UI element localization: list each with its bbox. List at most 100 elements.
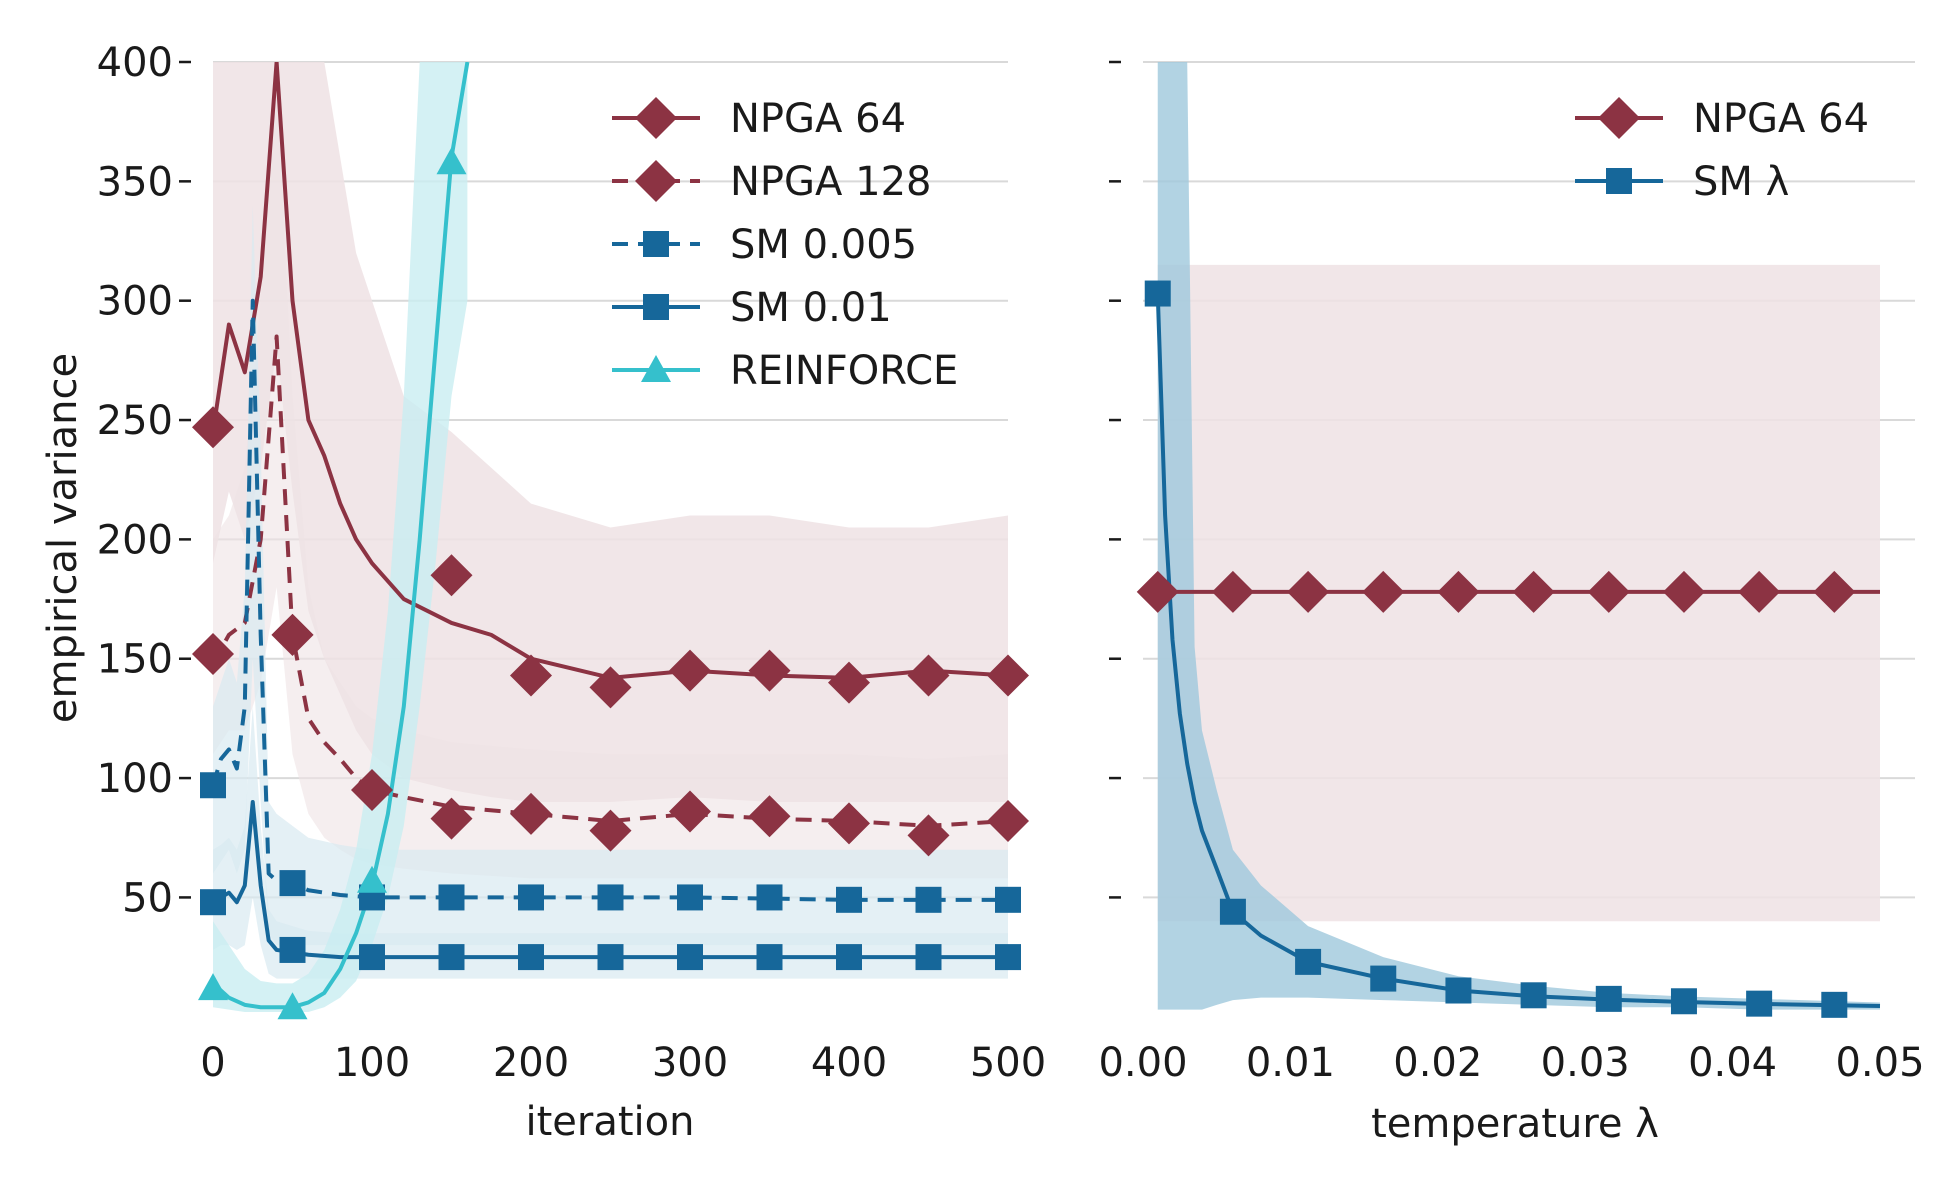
sm-marker — [1144, 280, 1171, 307]
y-tick-label: 150 — [97, 637, 173, 683]
sm-0-005-marker — [677, 884, 703, 911]
y-tick-label: 200 — [97, 517, 173, 563]
sm-0-005-marker — [756, 884, 783, 911]
sm-marker — [1445, 977, 1472, 1004]
right-panel: 0.00 0.01 0.02 0.03 0.04 0.05 temperature λ N… — [1098, 60, 1925, 1147]
sm-0-005-marker — [518, 884, 544, 911]
legend-marker-npga-128 — [635, 160, 677, 202]
left-panel: 50 100 150 200 250 300 350 400 0 100 200 300 400 500… — [40, 40, 1046, 1145]
npga-128-marker — [987, 800, 1029, 843]
sm-0-005-marker — [597, 884, 624, 911]
x-tick-label: 0.01 — [1246, 1040, 1335, 1086]
sm-0-01-marker — [597, 944, 624, 971]
sm-0-005-marker — [995, 886, 1021, 913]
npga-64-marker — [510, 654, 552, 697]
sm-0-01-marker — [915, 944, 942, 971]
y-tick-label: 350 — [97, 159, 173, 205]
npga-64-marker — [589, 666, 632, 709]
left-y-ticks: 50 100 150 200 250 300 350 400 — [97, 40, 191, 921]
x-tick-label: 0 — [200, 1040, 225, 1086]
sm-0-005-marker — [438, 884, 465, 911]
y-tick-label: 300 — [97, 279, 173, 325]
reinforce-marker — [357, 865, 387, 893]
legend-label-sm-0-01: SM 0.01 — [730, 285, 892, 331]
legend-marker-sm-0-01 — [643, 294, 669, 320]
x-tick-label: 100 — [334, 1040, 410, 1086]
npga-128-marker — [907, 814, 950, 857]
legend-marker-reinforce — [641, 355, 671, 382]
legend-marker-sm-0-005 — [643, 231, 669, 257]
sm-0-01-marker — [518, 944, 544, 971]
right-markers — [1136, 280, 1856, 1018]
x-tick-label: 0.05 — [1835, 1040, 1924, 1086]
legend-label-npga-64: NPGA 64 — [1693, 96, 1869, 142]
x-tick-label: 0.00 — [1098, 1040, 1187, 1086]
sm-0-005-marker — [200, 772, 226, 799]
legend-marker-npga-64 — [1598, 97, 1640, 139]
npga-64-marker — [1211, 570, 1254, 613]
npga-128-marker — [589, 809, 632, 852]
npga-64-marker — [192, 406, 234, 449]
sm-0-01-marker — [995, 944, 1021, 971]
reinforce-band — [213, 62, 468, 1012]
reinforce-marker — [436, 147, 467, 175]
npga-128-marker — [748, 795, 791, 838]
npga-64-marker — [1512, 570, 1555, 613]
npga-64-marker — [828, 661, 870, 704]
left-legend: NPGA 64 NPGA 128 SM 0.005 SM 0.01 REINFORCE — [612, 96, 958, 394]
npga-64-marker — [1437, 570, 1480, 613]
legend-marker-npga-64 — [635, 97, 677, 139]
left-x-ticks: 0 100 200 300 400 500 — [200, 1040, 1046, 1086]
npga-64-marker — [430, 554, 473, 597]
sm-marker — [1295, 948, 1322, 975]
npga-128-marker — [430, 797, 473, 840]
npga-64-marker — [748, 649, 791, 692]
right-legend: NPGA 64 SM λ — [1575, 96, 1869, 205]
npga-64-marker — [1362, 570, 1405, 613]
legend-label-reinforce: REINFORCE — [730, 348, 958, 394]
left-x-axis-title: iteration — [526, 1099, 695, 1145]
sm-0-01-marker — [836, 944, 862, 971]
legend-label-npga-128: NPGA 128 — [730, 159, 931, 205]
x-tick-label: 0.03 — [1541, 1040, 1630, 1086]
sm-marker — [1821, 991, 1848, 1018]
sm-marker — [1670, 988, 1697, 1015]
sm-0-01-marker — [438, 944, 465, 971]
npga-128-marker — [192, 632, 234, 675]
sm-marker — [1520, 982, 1547, 1009]
npga-128-marker — [669, 790, 711, 833]
sm-0-005-marker — [915, 886, 942, 913]
npga-128-marker — [351, 769, 393, 812]
reinforce-marker — [198, 973, 228, 1001]
sm-marker — [1595, 985, 1622, 1012]
sm-marker — [1370, 965, 1397, 992]
npga-128-marker — [510, 792, 552, 835]
sm-0-01-marker — [200, 889, 226, 916]
sm-marker — [1746, 990, 1773, 1017]
npga-128-marker — [828, 802, 870, 845]
sm-0-01-marker — [279, 936, 306, 963]
npga-64-line — [213, 62, 1008, 680]
npga-128-marker — [271, 613, 314, 656]
sm-0-01-marker — [359, 944, 385, 971]
sm-0-005-marker — [836, 886, 862, 913]
reinforce-marker — [277, 992, 308, 1020]
left-y-axis-title: empirical variance — [40, 353, 86, 723]
y-tick-label: 100 — [97, 756, 173, 802]
legend-marker-sm — [1606, 168, 1632, 194]
x-tick-label: 0.04 — [1688, 1040, 1777, 1086]
npga-64-marker — [907, 654, 950, 697]
npga-64-marker — [1813, 570, 1856, 613]
legend-label-sm: SM λ — [1693, 159, 1789, 205]
sm-marker — [1219, 898, 1246, 925]
legend-label-sm-0-005: SM 0.005 — [730, 222, 917, 268]
npga-64-marker — [1662, 570, 1705, 613]
x-tick-label: 0.02 — [1393, 1040, 1482, 1086]
npga-64-marker — [1136, 570, 1179, 613]
npga-64-marker — [669, 649, 711, 692]
sm-0-01-marker — [756, 944, 783, 971]
y-tick-label: 250 — [97, 398, 173, 444]
x-tick-label: 200 — [493, 1040, 569, 1086]
sm-0-005-marker — [279, 870, 306, 897]
